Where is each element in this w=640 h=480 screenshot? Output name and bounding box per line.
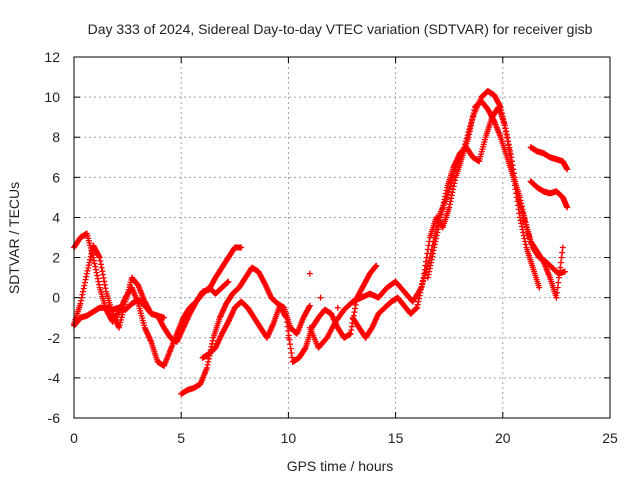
y-tick-label: 6 xyxy=(52,169,60,185)
y-tick-label: 8 xyxy=(52,129,60,145)
series-trace-c xyxy=(71,296,168,329)
y-axis-label: SDTVAR / TECUs xyxy=(6,182,22,294)
y-tick-label: -2 xyxy=(48,330,61,346)
plus-marker xyxy=(554,289,561,296)
series-trace-e xyxy=(199,262,380,365)
y-tick-label: 0 xyxy=(52,290,60,306)
y-tick-label: 12 xyxy=(44,49,60,65)
y-tick-label: -4 xyxy=(48,370,61,386)
plus-marker xyxy=(558,254,565,261)
plus-marker xyxy=(561,268,568,275)
plus-marker xyxy=(554,284,561,291)
plus-marker xyxy=(559,244,566,251)
plus-marker xyxy=(559,249,566,256)
x-tick-label: 5 xyxy=(177,430,185,446)
plus-marker xyxy=(373,262,380,269)
series-trace-f xyxy=(306,88,543,351)
plus-marker xyxy=(306,302,313,309)
axis-ticks xyxy=(73,56,611,419)
x-tick-label: 0 xyxy=(70,430,78,446)
y-tick-labels: -6 -4 -2 0 2 4 6 8 10 12 xyxy=(44,49,60,426)
series-trace-d xyxy=(178,264,313,397)
plus-marker xyxy=(225,278,232,285)
series-trace-b xyxy=(71,242,232,345)
plus-marker xyxy=(555,274,562,281)
series-trace-i xyxy=(527,144,571,173)
plus-marker xyxy=(306,270,313,277)
plus-marker xyxy=(161,314,168,321)
x-tick-label: 15 xyxy=(388,430,404,446)
x-axis-label: GPS time / hours xyxy=(287,458,394,474)
x-tick-label: 20 xyxy=(495,430,511,446)
plus-marker xyxy=(285,334,292,341)
plus-marker xyxy=(555,279,562,286)
plus-marker xyxy=(238,244,245,251)
plus-marker xyxy=(536,284,543,291)
series-trace-h xyxy=(424,104,566,301)
x-tick-label: 10 xyxy=(281,430,297,446)
plus-marker xyxy=(334,304,341,311)
data-series xyxy=(71,88,571,397)
plus-marker xyxy=(557,264,564,271)
plus-marker xyxy=(553,294,560,301)
y-tick-label: 4 xyxy=(52,209,60,225)
y-tick-label: 2 xyxy=(52,250,60,266)
y-tick-label: 10 xyxy=(44,89,60,105)
series-trace-j xyxy=(527,178,571,211)
plus-marker xyxy=(564,166,571,173)
plus-marker xyxy=(556,269,563,276)
plot-frame xyxy=(73,56,611,419)
plus-marker xyxy=(564,204,571,211)
y-tick-label: -6 xyxy=(48,410,61,426)
series-isolated-points xyxy=(285,270,341,341)
series-trace-g xyxy=(349,98,568,341)
x-tick-labels: 0 5 10 15 20 25 xyxy=(70,430,618,446)
plus-marker xyxy=(317,294,324,301)
x-tick-label: 25 xyxy=(602,430,618,446)
plus-marker xyxy=(557,259,564,266)
chart-title: Day 333 of 2024, Sidereal Day-to-day VTE… xyxy=(88,21,593,37)
